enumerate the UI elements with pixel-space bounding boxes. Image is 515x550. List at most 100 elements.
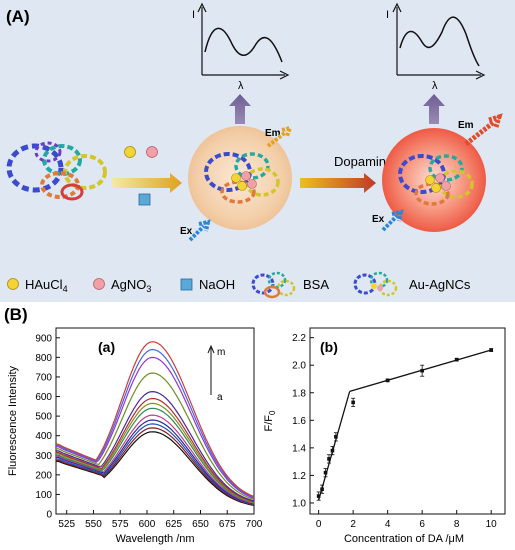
- y-tick-label: 0: [46, 510, 52, 521]
- x-tick-label: 650: [192, 519, 209, 530]
- y-tick-label: 600: [35, 392, 52, 403]
- x-tick-label: 625: [165, 519, 182, 530]
- data-point: [320, 487, 324, 491]
- spectrum-series-d: [55, 419, 255, 505]
- bsa-protein-icon: [6, 141, 107, 201]
- y-tick-label: 1.8: [292, 388, 306, 399]
- spectrum-series-h: [55, 397, 255, 503]
- x-tick-label: 0: [316, 519, 322, 530]
- spectrum-inset-before: I λ: [192, 2, 290, 92]
- excitation-arrow-2: [381, 209, 404, 232]
- x-tick-label: 700: [246, 519, 263, 530]
- em-label-2: Em: [458, 120, 474, 131]
- legend-top-label: m: [217, 347, 225, 358]
- y-tick-label: 2.0: [292, 361, 306, 372]
- data-point: [334, 435, 338, 439]
- x-tick-label: 4: [385, 519, 391, 530]
- x-tick-label: 525: [58, 519, 75, 530]
- panel-b-label: (B): [4, 305, 28, 324]
- spectrum-series-l: [55, 348, 255, 498]
- spectrum-inset-after: I λ: [386, 2, 486, 92]
- x-tick-label: 10: [486, 519, 498, 530]
- legend-au-agncs-label: Au-AgNCs: [409, 277, 471, 292]
- y-tick-label: 400: [35, 431, 52, 442]
- au-ag-nanocluster-before: [188, 126, 292, 230]
- synthesis-arrow: [112, 173, 182, 193]
- spectrum-series-c: [55, 423, 255, 505]
- data-point: [351, 400, 355, 405]
- y-tick-label: 1.0: [292, 498, 306, 509]
- data-point: [330, 448, 335, 453]
- reagent-legend: HAuCl4 AgNO3 NaOH BSA Au-AgNCs: [7, 271, 471, 299]
- data-point: [385, 378, 390, 383]
- excitation-arrow-1: [188, 219, 211, 242]
- data-point: [420, 368, 424, 373]
- legend-haucl4-icon: [7, 278, 19, 290]
- spectrum-series-a: [55, 431, 255, 506]
- legend-bottom-label: a: [217, 392, 223, 403]
- spectrum-series-b: [55, 427, 255, 506]
- calibration-chart: (b) F/F0 Concentration of DA /μM 0 2 4 6 8 10…: [263, 327, 506, 545]
- spectrum-curve-before: [204, 27, 283, 63]
- legend-au-agncs-icon: [353, 271, 398, 297]
- legend-naoh-label: NaOH: [199, 277, 235, 292]
- ex-label-2: Ex: [372, 214, 385, 225]
- x-tick-label: 2: [350, 519, 356, 530]
- chart-b-y-label: F/F0: [263, 410, 277, 432]
- chart-a-frame: [55, 327, 255, 515]
- chart-b-x-label: Concentration of DA /μM: [344, 533, 464, 545]
- emission-up-arrow-2: [423, 94, 445, 124]
- chart-b-sub-label: (b): [320, 339, 338, 355]
- panel-a-label: (A): [6, 7, 30, 26]
- spectrum-x-label: λ: [238, 80, 244, 92]
- spectrum-series-m: [55, 341, 255, 498]
- chart-a-y-label: Fluorescence Intensity: [7, 365, 19, 476]
- haucl4-dot: [124, 146, 136, 158]
- spectrum-series-e: [55, 414, 255, 504]
- panel-a: (A) I λ I λ: [0, 0, 515, 302]
- data-point: [323, 470, 328, 475]
- y-tick-label: 700: [35, 372, 52, 383]
- y-tick-label: 1.4: [292, 443, 306, 454]
- data-point: [316, 494, 321, 498]
- fluorescence-spectra-chart: (a) m a Fluorescence Intensity Wavelengt…: [7, 327, 263, 545]
- chart-b-frame: [309, 327, 506, 515]
- data-point: [489, 348, 493, 352]
- spectrum-curve-after: [399, 16, 480, 67]
- data-point: [454, 357, 459, 362]
- chart-a-sub-label: (a): [98, 339, 115, 355]
- spectrum-series-g: [55, 402, 255, 503]
- naoh-square: [138, 193, 151, 206]
- x-tick-label: 8: [454, 519, 460, 530]
- y-tick-label: 100: [35, 490, 52, 501]
- x-tick-label: 675: [219, 519, 236, 530]
- y-tick-label: 800: [35, 353, 52, 364]
- spectrum-x-label-2: λ: [432, 80, 438, 92]
- emission-arrow-1: [266, 125, 294, 148]
- spectrum-series-k: [55, 356, 255, 499]
- y-tick-label: 300: [35, 451, 52, 462]
- spectrum-series-f: [55, 407, 255, 504]
- legend-naoh-icon: [180, 278, 193, 291]
- legend-bsa-label: BSA: [303, 277, 329, 292]
- emission-up-arrow-1: [229, 94, 251, 124]
- emission-arrow-2: [464, 113, 503, 146]
- dopamine-arrow: [300, 173, 376, 193]
- y-tick-label: 200: [35, 470, 52, 481]
- ex-label-1: Ex: [180, 226, 193, 237]
- y-tick-label: 2.2: [292, 333, 306, 344]
- x-tick-label: 6: [419, 519, 425, 530]
- legend-agno3-icon: [93, 278, 105, 290]
- agno3-dot: [146, 146, 158, 158]
- fit-line-1: [318, 391, 351, 501]
- y-tick-label: 500: [35, 412, 52, 423]
- x-tick-label: 575: [112, 519, 129, 530]
- x-tick-label: 550: [85, 519, 102, 530]
- y-tick-label: 1.2: [292, 471, 306, 482]
- em-label-1: Em: [265, 128, 281, 139]
- spectrum-series-j: [55, 372, 255, 501]
- spectrum-y-label: I: [192, 9, 195, 21]
- au-ag-nanocluster-after: [382, 128, 486, 232]
- data-point: [327, 457, 331, 461]
